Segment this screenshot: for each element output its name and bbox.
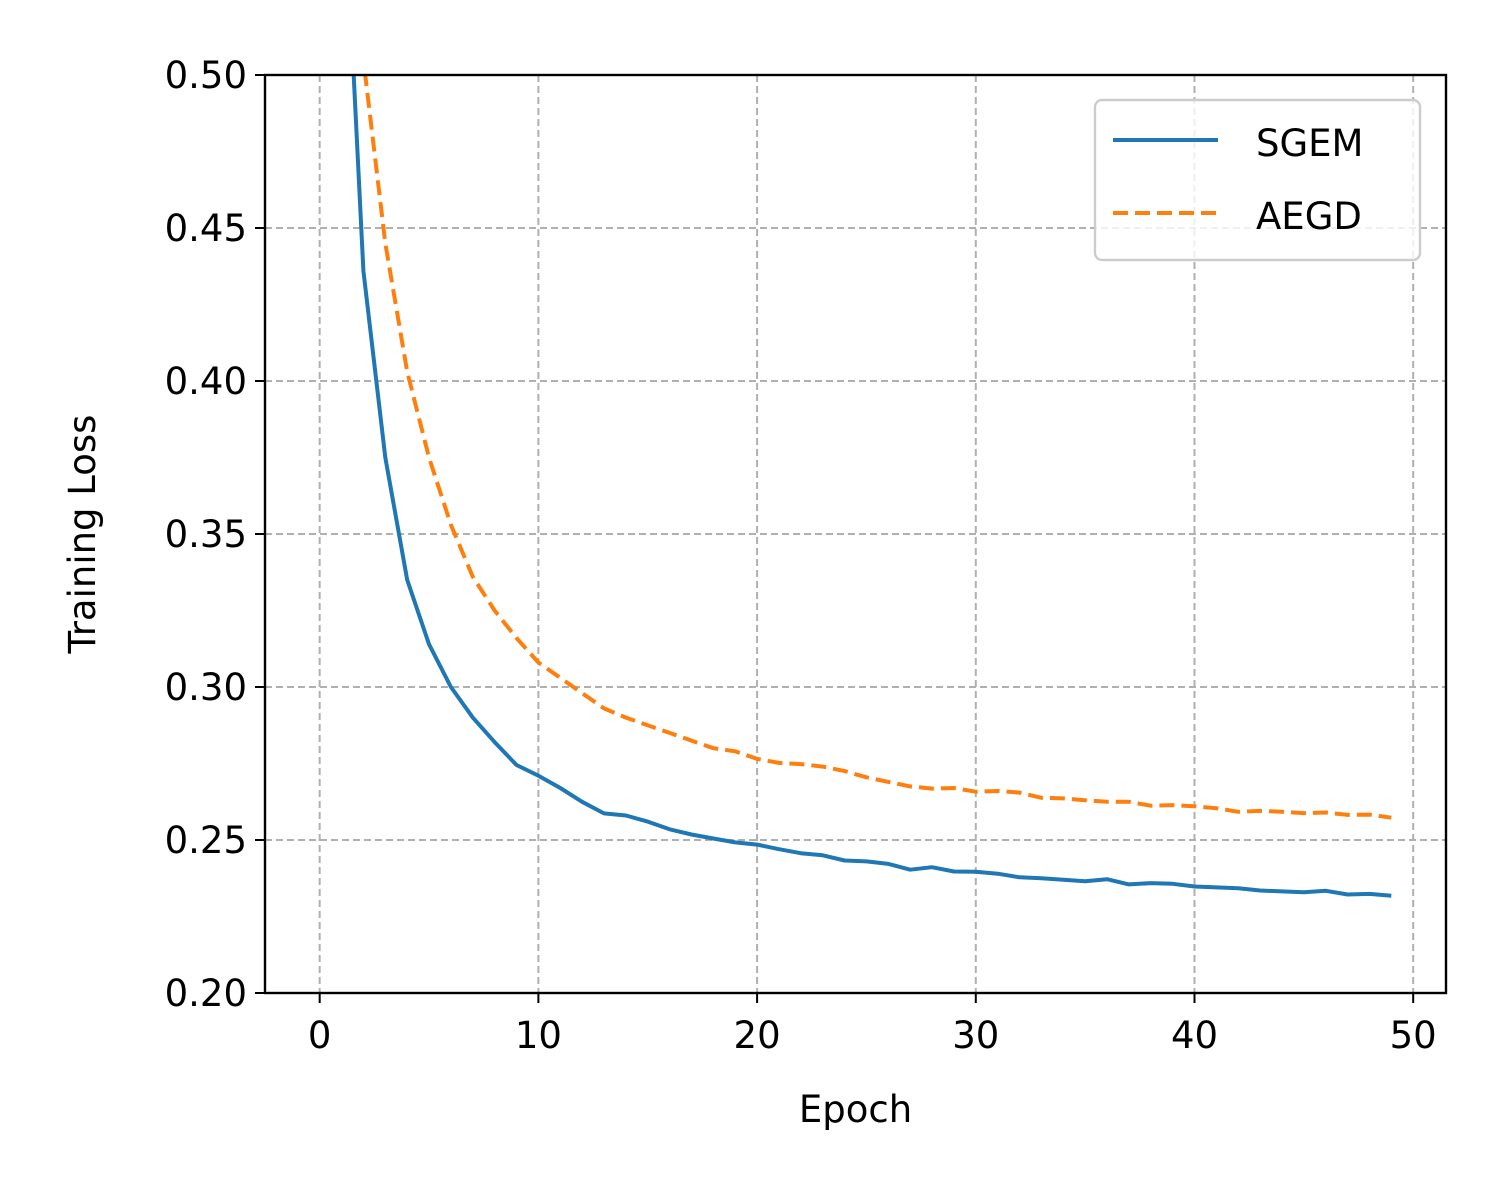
y-tick-label: 0.30 — [165, 666, 247, 709]
y-tick-label: 0.25 — [165, 819, 247, 862]
series-line-sgem — [351, 75, 1392, 898]
y-tick-label: 0.35 — [165, 513, 247, 556]
y-tick-label: 0.50 — [165, 54, 247, 97]
ticks: 0 10 20 30 40 50 0.20 0.25 0.30 0.35 0.40 0.45 0.50 — [165, 54, 1437, 1057]
x-tick-label: 30 — [952, 1014, 999, 1057]
x-tick-label: 50 — [1390, 1014, 1437, 1057]
series-line-aegd — [363, 75, 1392, 820]
legend: SGEM AEGD — [1093, 98, 1422, 262]
y-axis-label: Training Loss — [61, 415, 104, 655]
x-tick-label: 20 — [734, 1014, 781, 1057]
x-tick-label: 10 — [515, 1014, 562, 1057]
legend-label-sgem: SGEM — [1256, 122, 1363, 165]
y-tick-label: 0.45 — [165, 207, 247, 250]
x-axis-label: Epoch — [799, 1088, 912, 1131]
legend-label-aegd: AEGD — [1256, 195, 1362, 238]
y-tick-label: 0.20 — [165, 972, 247, 1015]
y-tick-label: 0.40 — [165, 360, 247, 403]
series-group — [351, 75, 1392, 898]
x-tick-label: 40 — [1171, 1014, 1218, 1057]
x-tick-label: 0 — [308, 1014, 332, 1057]
